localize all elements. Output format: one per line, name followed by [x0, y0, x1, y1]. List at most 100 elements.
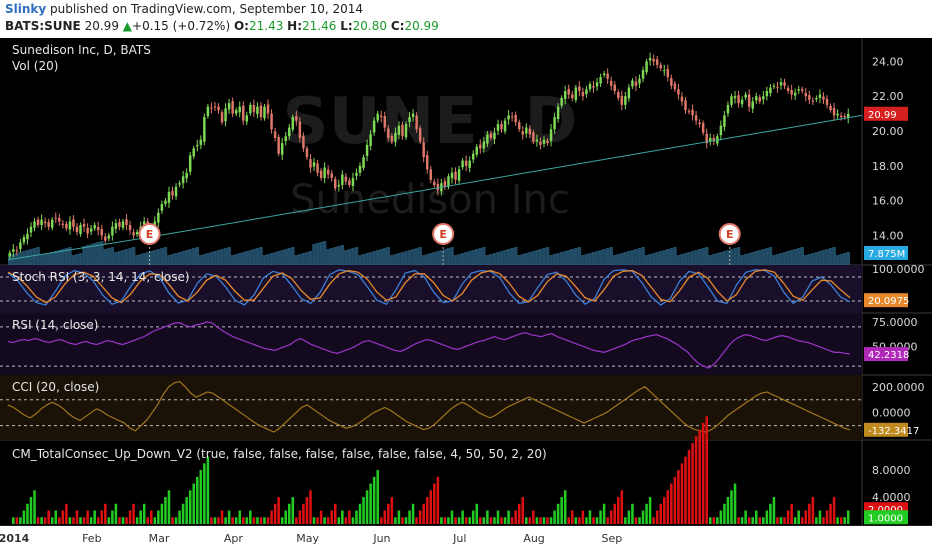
chart-area[interactable]: SUNE, D Sunedison Inc E E E 24.00 22.00 20.00 18… [0, 38, 932, 550]
volume-bar [291, 247, 295, 265]
consec-down-bar [606, 517, 609, 524]
candle-body [517, 122, 521, 130]
volume-bar [195, 247, 200, 265]
consec-down-bar [436, 476, 440, 524]
candle-body [178, 183, 181, 185]
consec-down-bar [747, 517, 751, 524]
candle-body [680, 96, 684, 102]
candle-body [546, 140, 549, 144]
volume-bar [683, 253, 688, 265]
volume-bar [796, 248, 801, 265]
candle-body [164, 200, 167, 205]
volume-bar [609, 247, 613, 265]
consec-down-bar [634, 517, 638, 524]
candle-body [326, 169, 330, 175]
volume-bar [124, 249, 129, 265]
volume-bar [740, 255, 744, 265]
consec-up-bar [284, 510, 287, 524]
volume-bar [167, 255, 171, 265]
volume-bar [835, 255, 840, 265]
volume-bar [237, 253, 242, 265]
consec-up-bar [234, 517, 238, 524]
volume-bar [814, 252, 819, 265]
consec-down-bar [220, 510, 224, 524]
chart-canvas[interactable]: SUNE, D Sunedison Inc E E E 24.00 22.00 20.00 18… [0, 38, 932, 550]
consec-up-bar [815, 517, 818, 524]
consec-up-bar [772, 497, 776, 524]
earnings-label: E [146, 228, 154, 241]
consec-down-bar [464, 517, 468, 524]
candle-body [698, 122, 701, 125]
volume-bar [50, 252, 54, 265]
candle-body [125, 219, 128, 225]
consec-up-bar [762, 517, 765, 524]
volume-bar [234, 254, 238, 265]
x-tick-label: Jul [452, 532, 466, 545]
watermark-name: Sunedison Inc [290, 177, 570, 223]
consec-down-bar [510, 517, 514, 524]
candle-body [652, 58, 655, 62]
volume-bar [252, 249, 256, 265]
candle-body [288, 127, 291, 137]
x-tick-label: Sep [602, 532, 623, 545]
candle-body [822, 96, 825, 100]
consec-down-bar [266, 517, 270, 524]
candle-body [75, 226, 79, 232]
volume-bar [153, 250, 157, 265]
volume-bar [623, 252, 628, 265]
volume-bar [82, 246, 86, 265]
volume-bar [117, 251, 122, 265]
consec-up-bar [12, 517, 15, 524]
rsi-line [7, 321, 851, 369]
volume-bar [474, 249, 479, 265]
candle-body [22, 237, 26, 243]
volume-bar [563, 251, 567, 265]
candle-body [330, 173, 333, 178]
candle-body [433, 181, 436, 185]
volume-bar [156, 249, 161, 265]
volume-bar [99, 241, 104, 265]
price-change: +0.15 (+0.72%) [132, 19, 231, 33]
volume-bar [174, 253, 178, 265]
consec-down-bar [839, 517, 843, 524]
candle-body [482, 141, 486, 149]
consec-down-bar [825, 510, 829, 524]
volume-bar [432, 252, 437, 265]
consec-up-bar [369, 483, 372, 524]
candle-body [571, 94, 574, 98]
consec-up-bar [121, 517, 125, 524]
candle-body [249, 104, 252, 114]
candle-body [82, 223, 86, 227]
consec-up-bar [160, 503, 164, 524]
consec-up-bar [408, 510, 411, 524]
volume-bar [807, 254, 812, 265]
consec-down-bar [532, 510, 535, 524]
volume-bar [121, 250, 125, 265]
price-tick-label: 20.00 [872, 125, 904, 138]
consec-up-bar [726, 497, 730, 524]
consec-down-bar [680, 463, 684, 524]
candle-body [380, 115, 383, 118]
consec-up-bar [447, 517, 450, 524]
consec-up-bar [754, 510, 758, 524]
candle-body [298, 121, 302, 138]
volume-bar [450, 247, 454, 265]
consec-down-bar [47, 510, 50, 524]
consec-down-bar [712, 517, 716, 524]
candle-body [747, 94, 751, 107]
volume-bar [57, 250, 62, 265]
volume-bar [627, 251, 631, 265]
candle-body [744, 94, 747, 98]
consec-down-bar [592, 517, 595, 524]
volume-bar [528, 252, 532, 265]
volume-bar [694, 250, 698, 265]
volume-bar [138, 254, 143, 265]
volume-bar [811, 253, 815, 265]
volume-bar [379, 249, 384, 265]
candle-body [648, 57, 652, 61]
candle-body [245, 115, 249, 122]
author-link[interactable]: Slinky [5, 2, 47, 16]
volume-bar [329, 248, 334, 265]
candle-body [493, 132, 496, 140]
candle-body [291, 117, 295, 130]
